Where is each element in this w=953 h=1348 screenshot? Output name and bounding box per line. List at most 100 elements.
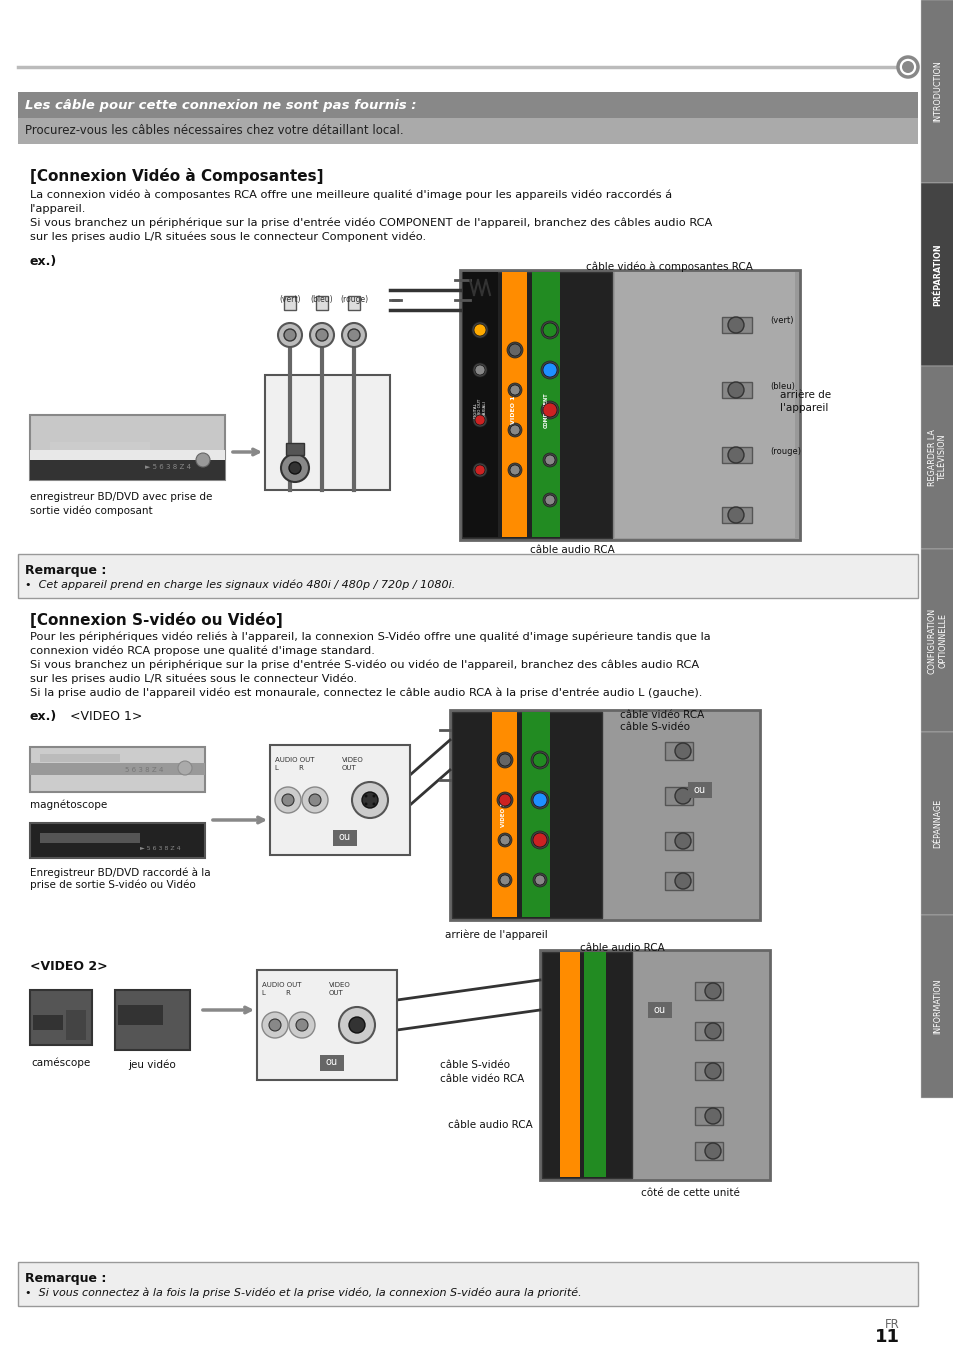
Circle shape <box>295 1019 308 1031</box>
Text: ou: ou <box>653 1006 665 1015</box>
Text: PRÉPARATION: PRÉPARATION <box>932 243 941 306</box>
Circle shape <box>364 794 367 798</box>
Text: VIDEO: VIDEO <box>329 981 351 988</box>
Circle shape <box>675 833 690 849</box>
Circle shape <box>509 344 520 356</box>
Bar <box>583 952 605 1177</box>
Text: CONFIGURATION
OPTIONNELLE: CONFIGURATION OPTIONNELLE <box>927 608 946 674</box>
Bar <box>721 507 751 523</box>
Text: (rouge): (rouge) <box>339 295 368 305</box>
Bar <box>721 381 751 398</box>
Circle shape <box>540 361 558 379</box>
Text: (vert): (vert) <box>769 317 793 325</box>
Bar <box>664 872 692 890</box>
Text: •  Si vous connectez à la fois la prise S-vidéo et la prise vidéo, la connexion : • Si vous connectez à la fois la prise S… <box>25 1287 581 1298</box>
Bar <box>664 787 692 805</box>
Text: [Connexion S-vidéo ou Vidéo]: [Connexion S-vidéo ou Vidéo] <box>30 612 282 628</box>
Circle shape <box>544 456 555 465</box>
Circle shape <box>531 751 548 768</box>
Text: (vert): (vert) <box>279 295 300 305</box>
Text: (bleu): (bleu) <box>311 295 333 305</box>
Text: câble vidéo RCA: câble vidéo RCA <box>619 710 703 720</box>
Circle shape <box>704 1143 720 1159</box>
Text: Les câble pour cette connexion ne sont pas fournis :: Les câble pour cette connexion ne sont p… <box>25 98 416 112</box>
Bar <box>695 1107 722 1126</box>
Circle shape <box>727 507 743 523</box>
Text: DIGITAL
AUDIO OUT
(COAXIAL): DIGITAL AUDIO OUT (COAXIAL) <box>473 398 486 422</box>
Bar <box>115 989 190 1050</box>
Bar <box>18 1262 917 1306</box>
Bar <box>695 1022 722 1041</box>
Text: ex.): ex.) <box>30 710 57 723</box>
Circle shape <box>348 329 359 341</box>
Bar <box>66 1010 86 1041</box>
Circle shape <box>497 752 513 768</box>
Text: l'appareil: l'appareil <box>780 403 827 412</box>
Circle shape <box>507 423 521 437</box>
Bar <box>30 415 225 480</box>
Circle shape <box>727 448 743 462</box>
Bar <box>539 950 769 1180</box>
Circle shape <box>535 875 544 886</box>
Text: jeu vidéo: jeu vidéo <box>128 1060 175 1070</box>
Bar <box>33 1015 63 1030</box>
Text: sur les prises audio L/R situées sous le connecteur Vidéo.: sur les prises audio L/R situées sous le… <box>30 674 356 685</box>
Circle shape <box>533 833 546 847</box>
Circle shape <box>540 321 558 338</box>
Circle shape <box>497 793 513 807</box>
Text: FR: FR <box>884 1318 899 1330</box>
Circle shape <box>289 462 301 474</box>
Circle shape <box>540 400 558 419</box>
Circle shape <box>281 454 309 483</box>
Text: câble audio RCA: câble audio RCA <box>579 944 664 953</box>
Bar <box>30 450 225 460</box>
Bar <box>50 442 150 450</box>
Circle shape <box>507 462 521 477</box>
Text: <VIDEO 1>: <VIDEO 1> <box>70 710 142 723</box>
Bar <box>695 981 722 1000</box>
Text: ou: ou <box>338 832 351 842</box>
Text: connexion vidéo RCA propose une qualité d'image standard.: connexion vidéo RCA propose une qualité … <box>30 646 375 656</box>
Bar <box>18 119 917 144</box>
Text: VIDEO 1: VIDEO 1 <box>511 396 516 425</box>
Circle shape <box>542 403 557 417</box>
Bar <box>40 833 140 842</box>
Text: Si la prise audio de l'appareil vidéo est monaurale, connectez le câble audio RC: Si la prise audio de l'appareil vidéo es… <box>30 687 701 698</box>
Circle shape <box>498 794 511 806</box>
Bar <box>315 297 328 310</box>
Bar <box>286 443 304 456</box>
Bar <box>30 763 205 775</box>
Text: sur les prises audio L/R situées sous le connecteur Component vidéo.: sur les prises audio L/R situées sous le… <box>30 232 426 243</box>
Bar <box>687 782 711 798</box>
Text: câble S-vidéo: câble S-vidéo <box>619 723 689 732</box>
Text: L         R: L R <box>274 766 304 771</box>
Circle shape <box>178 762 192 775</box>
Bar <box>452 712 601 918</box>
Circle shape <box>289 1012 314 1038</box>
Circle shape <box>315 329 328 341</box>
Text: INFORMATION: INFORMATION <box>932 979 941 1034</box>
Text: ► 5 6 3 8 Z 4: ► 5 6 3 8 Z 4 <box>140 845 180 851</box>
Circle shape <box>542 493 557 507</box>
Circle shape <box>531 791 548 809</box>
Circle shape <box>533 754 546 767</box>
Bar <box>721 317 751 333</box>
Bar <box>695 1142 722 1161</box>
Text: ► 5 6 3 8 Z 4: ► 5 6 3 8 Z 4 <box>145 464 191 470</box>
Circle shape <box>533 874 546 887</box>
Text: DÉPANNAGE: DÉPANNAGE <box>932 799 941 848</box>
Circle shape <box>542 363 557 377</box>
Bar <box>920 732 953 915</box>
Circle shape <box>901 61 913 73</box>
Circle shape <box>474 324 485 336</box>
Text: [Connexion Vidéo à Composantes]: [Connexion Vidéo à Composantes] <box>30 168 323 183</box>
Text: Pour les périphériques vidéo reliés à l'appareil, la connexion S-Vidéo offre une: Pour les périphériques vidéo reliés à l'… <box>30 632 710 643</box>
Circle shape <box>364 802 367 806</box>
Bar <box>920 549 953 732</box>
Bar <box>30 747 205 793</box>
Circle shape <box>475 465 484 474</box>
Circle shape <box>473 412 486 427</box>
Text: ou: ou <box>693 785 705 795</box>
Text: Remarque :: Remarque : <box>25 1273 107 1285</box>
Text: câble S-vidéo: câble S-vidéo <box>439 1060 510 1070</box>
